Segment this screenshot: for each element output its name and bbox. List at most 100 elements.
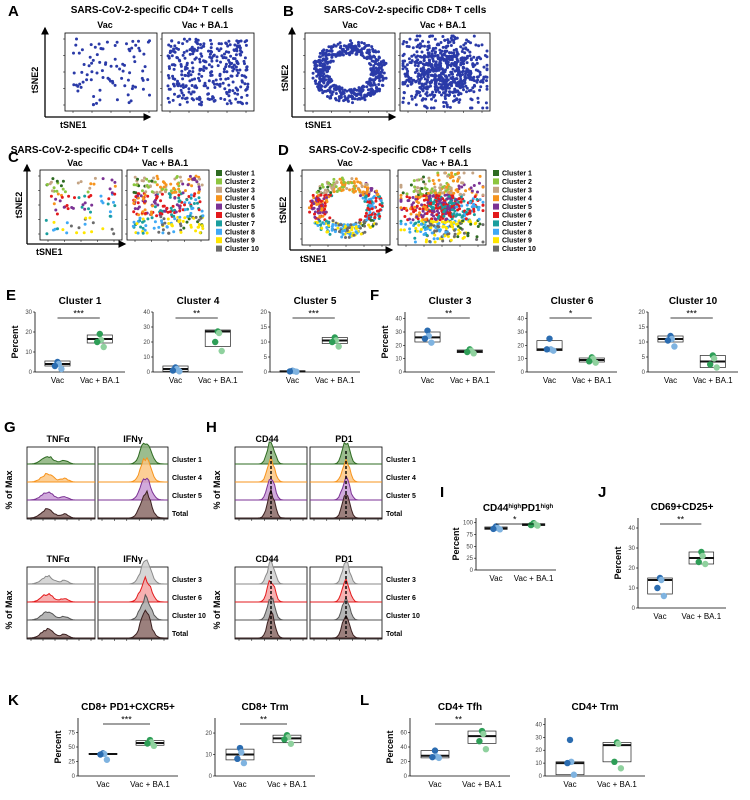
- scatter-point: [341, 188, 345, 192]
- scatter-point: [75, 231, 79, 235]
- scatter-point: [141, 226, 145, 230]
- scatter-point: [52, 220, 56, 224]
- significance-stars: **: [260, 715, 268, 725]
- scatter-point: [457, 184, 461, 188]
- legend-label: Cluster 9: [502, 238, 532, 245]
- x-axis-label: tSNE1: [305, 120, 332, 130]
- scatter-point: [107, 197, 111, 201]
- y-tick-label: 0: [147, 370, 151, 376]
- scatter-point: [44, 218, 48, 222]
- scatter-point: [401, 64, 405, 68]
- scatter-point: [317, 58, 321, 62]
- scatter-point: [118, 67, 122, 71]
- scatter-point: [139, 225, 143, 229]
- scatter-point: [178, 206, 182, 210]
- scatter-point: [188, 214, 192, 218]
- scatter-point: [148, 39, 151, 43]
- scatter-point: [485, 68, 489, 72]
- scatter-point: [352, 233, 356, 237]
- y-tick-label: 0: [632, 606, 636, 612]
- scatter-point: [430, 231, 434, 235]
- row-label: Cluster 3: [172, 577, 202, 584]
- scatter-point: [85, 78, 89, 82]
- scatter-point: [451, 91, 455, 94]
- scatter-point: [370, 45, 374, 49]
- scatter-point: [67, 194, 71, 198]
- scatter-point: [403, 65, 407, 69]
- scatter-point: [177, 199, 181, 203]
- scatter-point: [413, 240, 417, 244]
- scatter-point: [415, 189, 419, 193]
- scatter-point: [341, 232, 345, 236]
- scatter-point: [370, 70, 374, 74]
- scatter-point: [458, 213, 462, 217]
- scatter-point: [452, 48, 456, 52]
- scatter-point: [211, 95, 215, 99]
- scatter-point: [219, 47, 223, 51]
- scatter-point: [359, 218, 363, 222]
- scatter-point: [354, 184, 358, 188]
- scatter-point: [153, 205, 157, 209]
- scatter-point: [448, 211, 452, 215]
- scatter-point: [325, 230, 329, 234]
- scatter-point: [309, 204, 313, 208]
- scatter-point: [316, 70, 320, 73]
- scatter-point: [424, 92, 428, 96]
- scatter-point: [332, 190, 336, 194]
- scatter-point: [82, 231, 86, 235]
- scatter-point: [327, 53, 331, 57]
- y-tick-label: 30: [395, 330, 402, 336]
- scatter-point: [52, 186, 56, 190]
- scatter-point: [355, 231, 359, 235]
- scatter-point: [459, 80, 463, 84]
- scatter-point: [133, 60, 137, 64]
- legend-swatch: [216, 178, 222, 185]
- panel-b: B SARS-CoV-2-specific CD8+ T cells Vac V…: [280, 3, 491, 130]
- row-label: Cluster 3: [386, 577, 416, 584]
- scatter-point: [367, 93, 371, 97]
- scatter-point: [345, 229, 349, 232]
- scatter-point: [90, 203, 94, 207]
- scatter-point: [136, 231, 140, 235]
- scatter-point: [473, 195, 477, 199]
- scatter-point: [144, 190, 148, 194]
- scatter-point: [198, 200, 202, 204]
- scatter-point: [180, 69, 184, 73]
- scatter-point: [456, 179, 460, 183]
- scatter-point: [481, 193, 485, 197]
- scatter-point: [325, 226, 329, 229]
- row-label: Cluster 6: [172, 595, 202, 602]
- scatter-point: [418, 42, 422, 46]
- scatter-point: [427, 196, 431, 200]
- scatter-point: [200, 74, 204, 78]
- scatter-point: [454, 69, 458, 73]
- scatter-point: [186, 207, 190, 211]
- y-axis-label: % of Max: [4, 590, 14, 629]
- data-point: [286, 368, 294, 375]
- scatter-point: [198, 177, 202, 181]
- scatter-point: [455, 50, 459, 54]
- scatter-point: [441, 45, 445, 49]
- scatter-point: [99, 194, 103, 198]
- scatter-point: [152, 226, 156, 230]
- scatter-point: [443, 193, 447, 197]
- tsne-scatter-vac: [303, 38, 388, 113]
- scatter-point: [231, 69, 235, 73]
- scatter-point: [445, 226, 448, 230]
- y-tick-label: 20: [25, 330, 32, 336]
- scatter-point: [409, 183, 413, 187]
- scatter-point: [370, 67, 373, 71]
- scatter-point: [217, 42, 221, 46]
- scatter-point: [326, 95, 329, 98]
- scatter-point: [340, 87, 344, 91]
- scatter-point: [462, 231, 466, 235]
- scatter-point: [172, 186, 176, 190]
- scatter-point: [193, 178, 196, 182]
- scatter-point: [62, 205, 66, 209]
- scatter-point: [345, 97, 349, 101]
- significance-stars: ***: [308, 309, 319, 319]
- y-tick-label: 40: [143, 310, 150, 316]
- y-tick-label: 50: [466, 544, 473, 550]
